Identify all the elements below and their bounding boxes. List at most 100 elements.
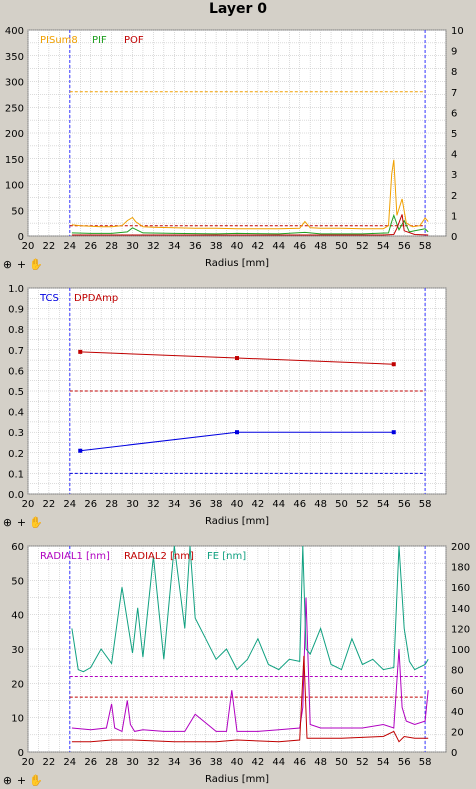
x-tick-label: 56	[398, 757, 411, 768]
x-tick-label: 32	[147, 757, 160, 768]
data-point	[235, 356, 239, 361]
x-axis-label: Radius [mm]	[205, 516, 269, 527]
zoom-icon[interactable]: ⊕	[2, 774, 13, 787]
x-tick-label: 42	[252, 757, 265, 768]
y2-tick-label: 6	[451, 108, 457, 119]
x-tick-label: 56	[398, 241, 411, 252]
x-tick-label: 30	[126, 757, 139, 768]
y2-tick-label: 5	[451, 129, 457, 140]
data-point	[391, 362, 396, 367]
x-axis-label: Radius [mm]	[205, 258, 269, 269]
data-point	[78, 448, 83, 453]
y2-tick-label: 80	[451, 666, 464, 677]
x-tick-label: 58	[419, 241, 432, 252]
y-tick-label: 100	[5, 181, 24, 192]
y-tick-label: 40	[11, 611, 24, 622]
legend-entry: PIF	[92, 35, 107, 46]
pan-hand-icon[interactable]: ✋	[29, 258, 43, 271]
x-tick-label: 30	[126, 241, 139, 252]
y-tick-label: 10	[11, 714, 24, 725]
y-tick-label: 20	[11, 679, 24, 690]
legend-entry: RADIAL1 [nm]	[40, 551, 110, 562]
x-tick-label: 34	[168, 499, 181, 510]
pan-hand-icon[interactable]: ✋	[29, 516, 43, 529]
y2-tick-label: 120	[451, 624, 470, 635]
data-point	[78, 349, 83, 354]
y-tick-label: 30	[11, 645, 24, 656]
y2-tick-label: 140	[451, 604, 470, 615]
x-tick-label: 24	[63, 241, 76, 252]
y-tick-label: 250	[5, 103, 24, 114]
toolbar-2: ⊕ + ✋	[1, 516, 43, 530]
series-line	[71, 597, 429, 733]
y-tick-label: 0.7	[8, 346, 24, 357]
y-tick-label: 0.2	[8, 449, 24, 460]
x-tick-label: 44	[272, 757, 285, 768]
y2-tick-label: 180	[451, 563, 470, 574]
x-tick-label: 38	[210, 499, 223, 510]
y-tick-label: 150	[5, 155, 24, 166]
x-tick-label: 46	[293, 757, 306, 768]
x-tick-label: 50	[335, 499, 348, 510]
x-tick-label: 54	[377, 241, 390, 252]
legend-entry: DPDAmp	[74, 293, 118, 304]
series-line	[71, 159, 429, 230]
x-tick-label: 54	[377, 499, 390, 510]
x-tick-label: 20	[22, 241, 35, 252]
zoom-icon[interactable]: ⊕	[2, 258, 13, 271]
pan-hand-icon[interactable]: ✋	[29, 774, 43, 787]
y2-tick-label: 160	[451, 583, 470, 594]
crosshair-icon[interactable]: +	[16, 774, 27, 787]
x-tick-label: 58	[419, 757, 432, 768]
x-tick-label: 46	[293, 499, 306, 510]
x-tick-label: 38	[210, 757, 223, 768]
x-tick-label: 40	[231, 757, 244, 768]
x-tick-label: 48	[314, 241, 327, 252]
x-tick-label: 22	[43, 757, 56, 768]
y2-tick-label: 40	[451, 707, 464, 718]
y-tick-label: 350	[5, 52, 24, 63]
y2-tick-label: 10	[451, 26, 464, 37]
x-tick-label: 44	[272, 241, 285, 252]
x-tick-label: 48	[314, 499, 327, 510]
toolbar-1: ⊕ + ✋	[1, 258, 43, 272]
x-tick-label: 50	[335, 757, 348, 768]
y2-tick-label: 2	[451, 191, 457, 202]
x-tick-label: 30	[126, 499, 139, 510]
y-tick-label: 1.0	[8, 284, 24, 295]
toolbar-3: ⊕ + ✋	[1, 774, 43, 788]
window-title: Layer 0	[208, 1, 268, 17]
y-tick-label: 0	[18, 232, 24, 243]
y2-tick-label: 1	[451, 211, 457, 222]
legend-entry: TCS	[39, 293, 59, 304]
x-tick-label: 52	[356, 757, 369, 768]
x-tick-label: 32	[147, 241, 160, 252]
grid-lines	[27, 545, 447, 753]
crosshair-icon[interactable]: +	[16, 258, 27, 271]
y2-tick-label: 8	[451, 67, 457, 78]
x-tick-label: 52	[356, 241, 369, 252]
x-tick-label: 26	[84, 757, 97, 768]
y-tick-label: 200	[5, 129, 24, 140]
x-tick-label: 48	[314, 757, 327, 768]
x-tick-label: 36	[189, 241, 202, 252]
zoom-icon[interactable]: ⊕	[2, 516, 13, 529]
crosshair-icon[interactable]: +	[16, 516, 27, 529]
y-tick-label: 0.4	[8, 408, 24, 419]
y-tick-label: 0.9	[8, 305, 24, 316]
y2-tick-label: 20	[451, 727, 464, 738]
x-tick-label: 38	[210, 241, 223, 252]
x-tick-label: 22	[43, 499, 56, 510]
legend-entry: POF	[124, 35, 144, 46]
x-tick-label: 20	[22, 499, 35, 510]
series-line	[71, 214, 429, 236]
x-tick-label: 42	[252, 499, 265, 510]
x-tick-label: 32	[147, 499, 160, 510]
x-tick-label: 56	[398, 499, 411, 510]
x-tick-label: 52	[356, 499, 369, 510]
x-tick-label: 28	[105, 757, 118, 768]
legend-entry: PISum8	[40, 35, 78, 46]
series-line	[71, 655, 429, 743]
x-tick-label: 20	[22, 757, 35, 768]
